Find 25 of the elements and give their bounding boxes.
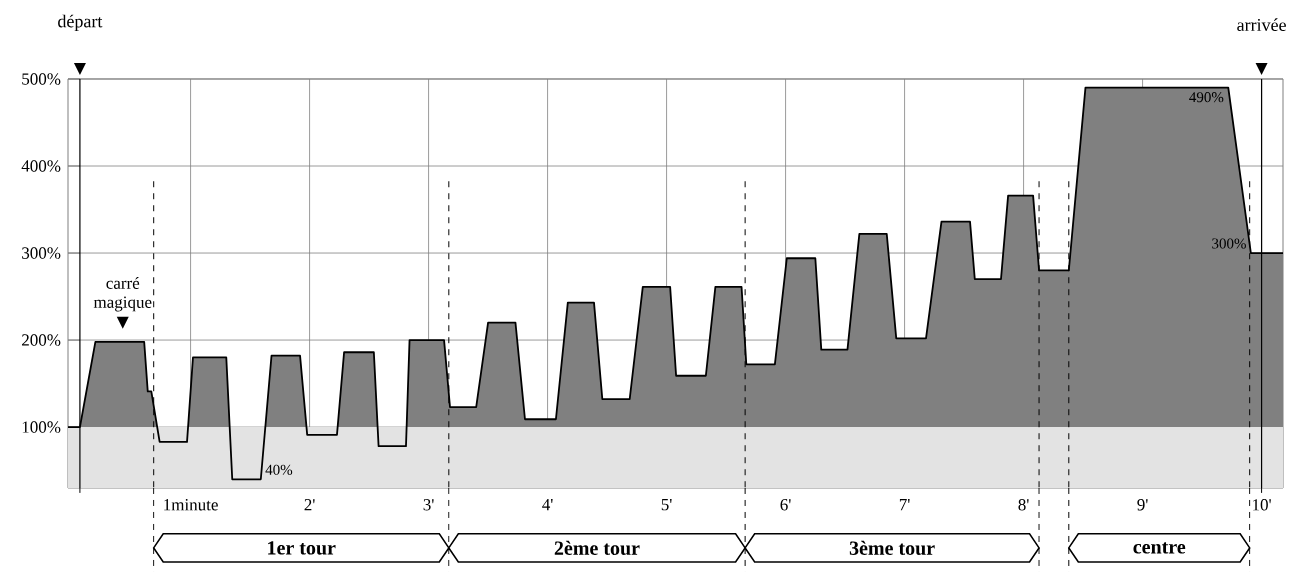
x-tick-label: 10' <box>1253 499 1271 511</box>
annotation: 490% <box>1189 92 1224 103</box>
x-tick-label: 4' <box>542 499 553 511</box>
y-tick-label: 100% <box>22 421 61 433</box>
x-tick-label: 1minute <box>164 499 218 511</box>
text: 1er tour <box>268 541 336 555</box>
x-tick-label: 8' <box>1018 499 1029 511</box>
annotation: 40% <box>265 464 293 475</box>
annotation: 300% <box>1212 238 1246 249</box>
ref-line-label: départ <box>58 14 103 32</box>
x-tick-label: 6' <box>780 499 791 511</box>
x-tick-label: 5' <box>661 499 672 511</box>
x-tick-label: 9' <box>1137 499 1148 511</box>
text: 3ème tour <box>849 540 935 555</box>
y-tick-label: 500% <box>22 73 61 85</box>
ref-line-label: arrivée <box>1237 18 1286 32</box>
y-tick-label: 400% <box>21 160 61 172</box>
x-tick-label: 2' <box>304 499 315 511</box>
x-tick-label: 3' <box>423 499 434 511</box>
text: 2ème tour <box>554 540 640 555</box>
annotation: carré magique <box>93 276 152 312</box>
y-tick-label: 200% <box>22 334 61 346</box>
x-tick-label: 7' <box>899 499 910 511</box>
text: centre <box>1133 542 1186 554</box>
y-tick-label: 300% <box>22 247 61 259</box>
